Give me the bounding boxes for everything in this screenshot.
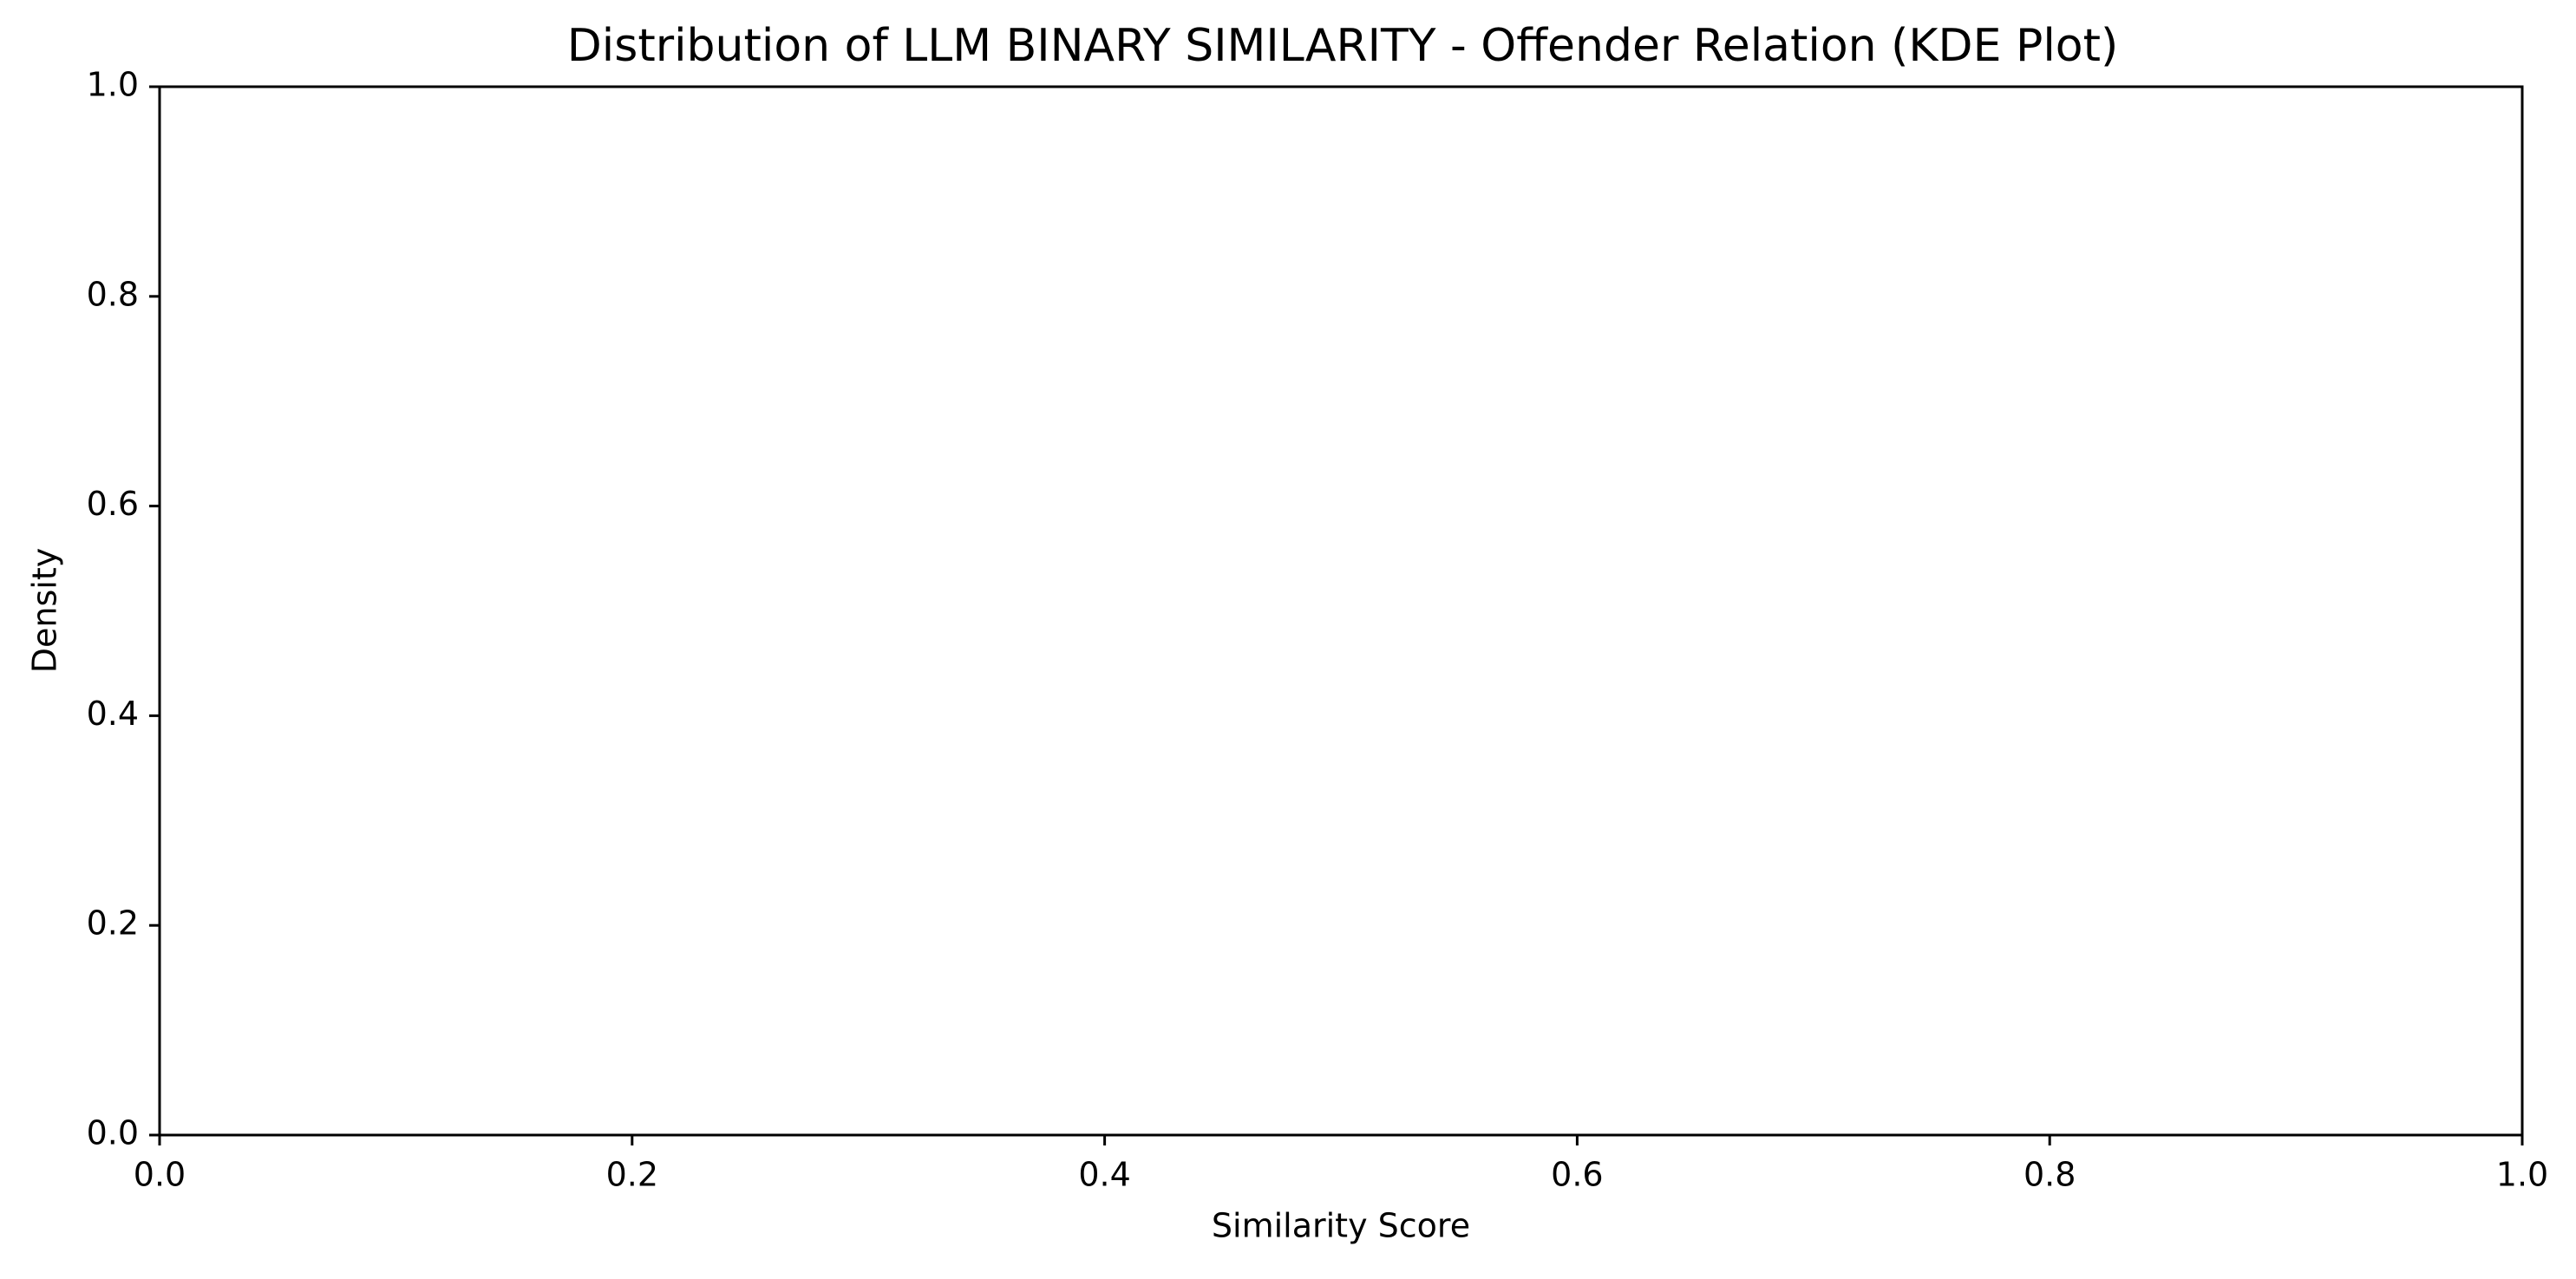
- x-tick-label: 0.2: [606, 1156, 658, 1194]
- plot-area: [158, 85, 2524, 1137]
- x-tick-label: 0.6: [1551, 1156, 1603, 1194]
- x-tick-label: 1.0: [2496, 1156, 2548, 1194]
- x-tick-label: 0.0: [134, 1156, 186, 1194]
- x-axis-label: Similarity Score: [1212, 1207, 1470, 1245]
- x-axis-ticks: 0.0 0.2 0.4 0.6 0.8 1.0: [134, 1135, 2548, 1194]
- y-tick-label: 0.8: [87, 275, 139, 313]
- y-tick-label: 1.0: [87, 66, 139, 104]
- y-tick-label: 0.4: [87, 695, 139, 733]
- x-tick-label: 0.8: [2024, 1156, 2076, 1194]
- x-tick-label: 0.4: [1078, 1156, 1130, 1194]
- y-tick-label: 0.2: [87, 904, 139, 943]
- y-axis-ticks: 0.0 0.2 0.4 0.6 0.8 1.0: [87, 66, 160, 1152]
- y-axis-label: Density: [26, 548, 64, 673]
- axes-frame: [158, 85, 2524, 1137]
- y-tick-label: 0.0: [87, 1114, 139, 1152]
- y-tick-label: 0.6: [87, 485, 139, 523]
- chart-title: Distribution of LLM BINARY SIMILARITY - …: [567, 20, 2119, 72]
